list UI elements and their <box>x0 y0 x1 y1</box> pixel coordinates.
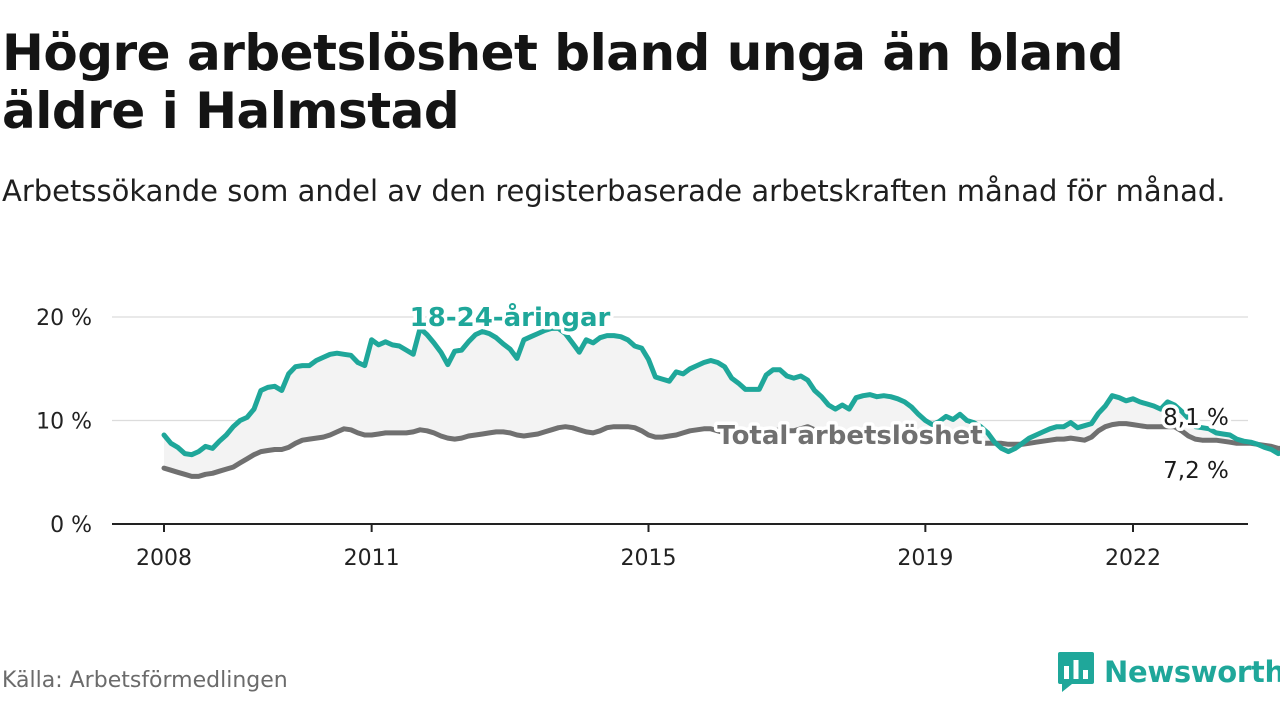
newsworthy-logo-icon <box>1058 652 1094 692</box>
axes: 0 % 10 % 20 % 2008 2011 2015 2019 2022 <box>36 306 1248 571</box>
y-tick-label: 0 % <box>50 513 92 538</box>
chart-subtitle: Arbetssökande som andel av den registerb… <box>2 174 1226 208</box>
total-unemployment-line <box>161 421 1280 479</box>
difference-band <box>164 328 1280 477</box>
brand-name: Newsworthy <box>1104 655 1280 689</box>
y-tick-label: 20 % <box>36 306 92 331</box>
series-lines <box>161 325 1280 479</box>
source-note: Källa: Arbetsförmedlingen <box>2 668 288 693</box>
line-chart: 0 % 10 % 20 % 2008 2011 2015 2019 2022 18-24-år… <box>36 298 1280 571</box>
youth-unemployment-line <box>161 325 1280 458</box>
youth-series-label: 18-24-åringar <box>410 301 611 333</box>
x-tick-label: 2019 <box>897 546 953 571</box>
x-tick-label: 2008 <box>136 546 192 571</box>
page-title: Högre arbetslöshet bland unga än bland ä… <box>2 24 1124 140</box>
brand-logo: Newsworthy <box>1058 652 1280 692</box>
series-labels: 18-24-åringar Total arbetslöshet 8,1 % 7,2 … <box>406 298 1232 488</box>
x-tick-label: 2011 <box>344 546 400 571</box>
x-tick-label: 2022 <box>1105 546 1161 571</box>
total-end-value-label: 7,2 % <box>1163 458 1229 484</box>
y-tick-label: 10 % <box>36 410 92 435</box>
youth-end-value-label: 8,1 % <box>1163 405 1229 431</box>
x-tick-label: 2015 <box>621 546 677 571</box>
total-series-label: Total arbetslöshet <box>717 421 982 451</box>
